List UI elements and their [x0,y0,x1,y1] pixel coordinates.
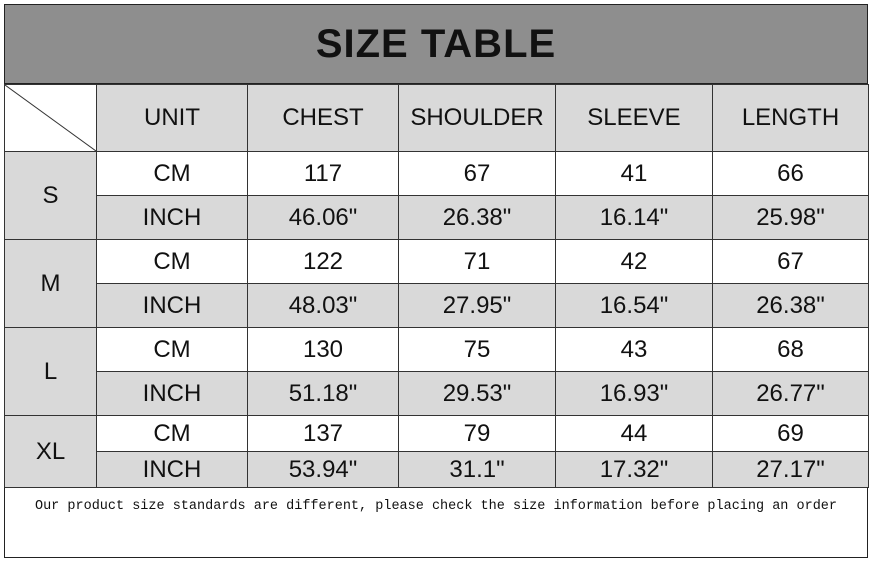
measurement-cell: 53.94" [247,451,399,488]
header-sleeve: SLEEVE [555,84,713,152]
unit-cell: INCH [96,195,248,240]
measurement-cell: 41 [555,151,713,196]
measurement-cell: 16.54" [555,283,713,328]
measurement-cell: 122 [247,239,399,284]
measurement-cell: 67 [712,239,869,284]
footer-note: Our product size standards are different… [4,487,868,558]
measurement-cell: 46.06" [247,195,399,240]
size-label: S [4,151,97,240]
measurement-cell: 44 [555,415,713,452]
measurement-cell: 130 [247,327,399,372]
measurement-cell: 16.93" [555,371,713,416]
size-label: L [4,327,97,416]
table-title: SIZE TABLE [4,4,868,84]
size-label: M [4,239,97,328]
measurement-cell: 42 [555,239,713,284]
measurement-cell: 26.38" [712,283,869,328]
measurement-cell: 51.18" [247,371,399,416]
size-label: XL [4,415,97,488]
measurement-cell: 71 [398,239,556,284]
header-chest: CHEST [247,84,399,152]
measurement-cell: 16.14" [555,195,713,240]
unit-cell: INCH [96,451,248,488]
measurement-cell: 27.95" [398,283,556,328]
measurement-cell: 29.53" [398,371,556,416]
measurement-cell: 25.98" [712,195,869,240]
measurement-cell: 43 [555,327,713,372]
header-shoulder: SHOULDER [398,84,556,152]
measurement-cell: 137 [247,415,399,452]
measurement-cell: 79 [398,415,556,452]
unit-cell: CM [96,415,248,452]
unit-cell: CM [96,151,248,196]
size-table: UNIT CHEST SHOULDER SLEEVE LENGTH S CM 117 67 41 6… [4,84,869,488]
measurement-cell: 27.17" [712,451,869,488]
measurement-cell: 68 [712,327,869,372]
measurement-cell: 117 [247,151,399,196]
measurement-cell: 31.1" [398,451,556,488]
measurement-cell: 67 [398,151,556,196]
measurement-cell: 69 [712,415,869,452]
unit-cell: INCH [96,371,248,416]
measurement-cell: 26.38" [398,195,556,240]
measurement-cell: 26.77" [712,371,869,416]
measurement-cell: 48.03" [247,283,399,328]
unit-cell: INCH [96,283,248,328]
header-length: LENGTH [712,84,869,152]
measurement-cell: 66 [712,151,869,196]
measurement-cell: 17.32" [555,451,713,488]
corner-diagonal-cell [4,84,97,152]
unit-cell: CM [96,239,248,284]
measurement-cell: 75 [398,327,556,372]
unit-cell: CM [96,327,248,372]
header-unit: UNIT [96,84,248,152]
